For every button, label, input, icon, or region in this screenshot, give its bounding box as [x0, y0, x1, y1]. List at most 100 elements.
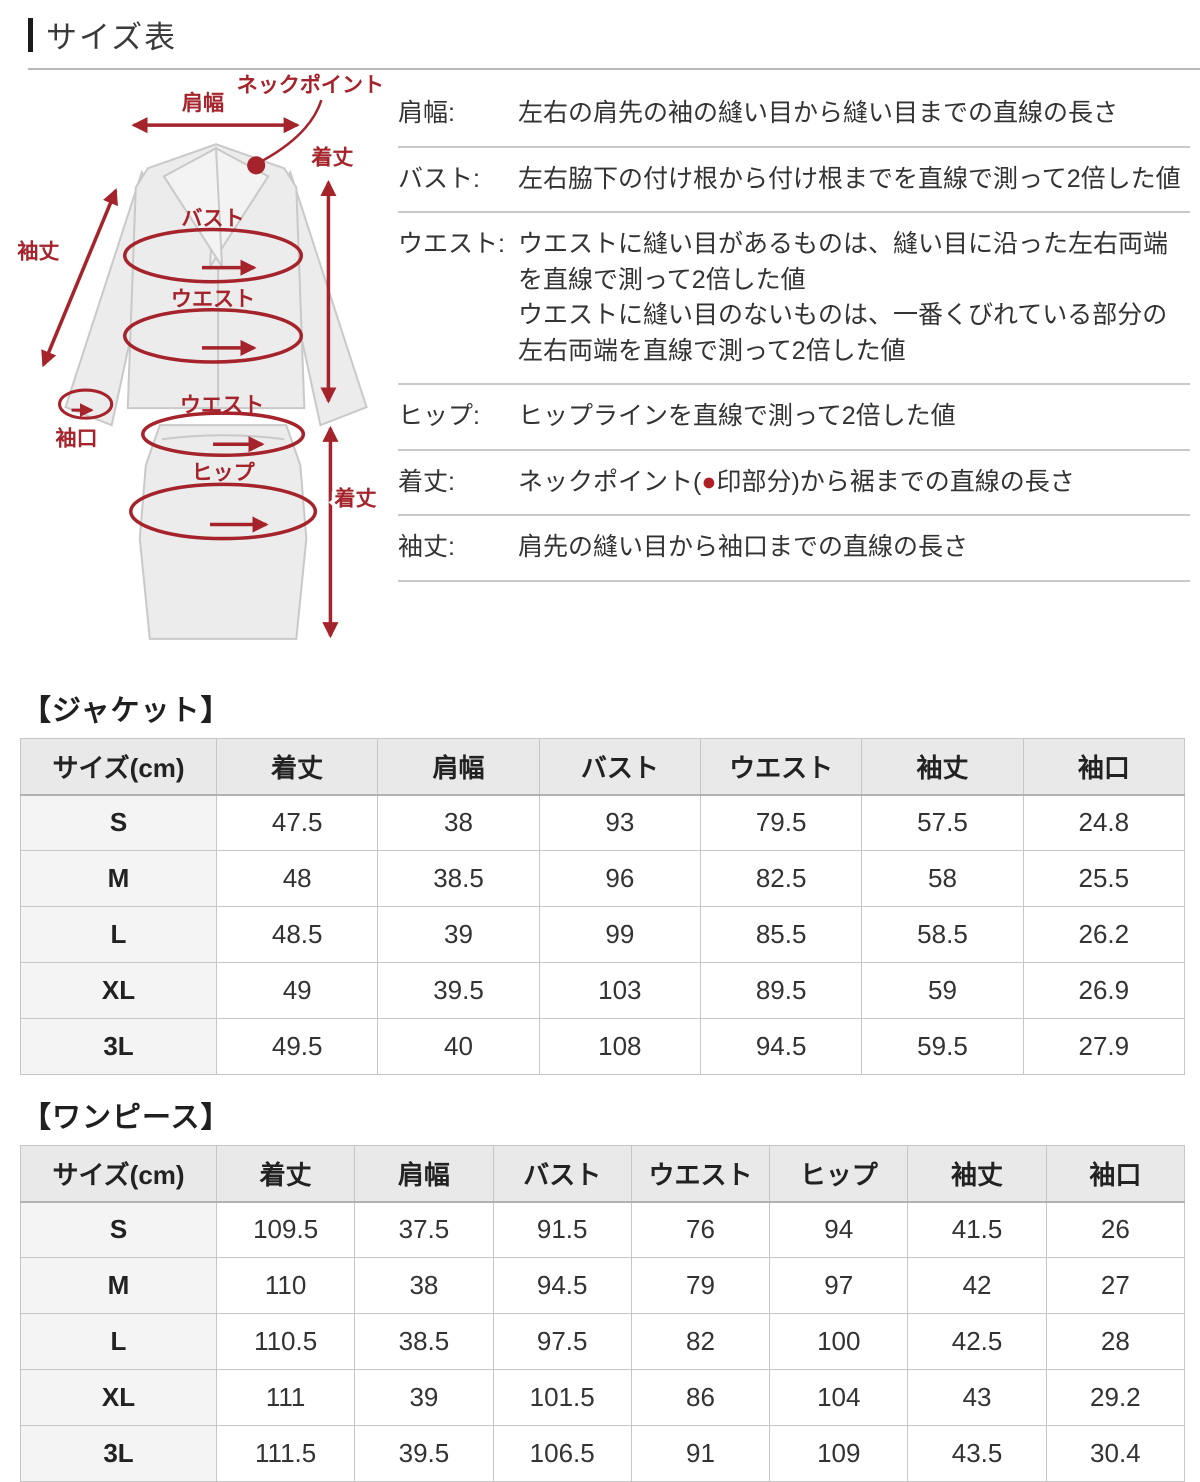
table-cell: 38 [377, 794, 540, 851]
table-cell: 39 [377, 906, 540, 963]
cuff-measure-ellipse [58, 388, 114, 420]
table-cell: 99 [538, 906, 701, 963]
table-cell: 48.5 [215, 906, 379, 963]
column-header: 着丈 [215, 738, 379, 796]
table-cell: 37.5 [354, 1201, 494, 1258]
column-header: ウエスト [699, 738, 863, 796]
table-cell: 42.5 [907, 1313, 1047, 1370]
table-cell: 104 [769, 1369, 909, 1426]
table-row: XL 49 39.5 103 89.5 59 26.9 [20, 962, 1186, 1019]
skirt-waist-measure-ellipse [141, 411, 306, 458]
table-cell: 103 [538, 962, 701, 1019]
table-cell: 108 [538, 1018, 701, 1075]
skirt-length-label: 着丈 [333, 485, 376, 510]
size-label: 3L [20, 1425, 217, 1482]
definition-desc-line: 左右両端を直線で測って2倍した値 [518, 336, 906, 365]
table-cell: 89.5 [699, 962, 863, 1019]
table-cell: 43.5 [907, 1425, 1047, 1482]
definition-desc: ウエストに縫い目があるものは、縫い目に沿った左右両端 を直線で測って2倍した値 … [518, 227, 1190, 369]
table-cell: 109 [769, 1425, 909, 1482]
table-cell: 29.2 [1045, 1369, 1186, 1426]
table-row: L 48.5 39 99 85.5 58.5 26.2 [20, 906, 1186, 963]
table-cell: 110 [215, 1257, 356, 1314]
definition-desc: 肩先の縫い目から袖口までの直線の長さ [518, 533, 969, 561]
definition-waist: ウエスト: ウエストに縫い目があるものは、縫い目に沿った左右両端 を直線で測って… [398, 213, 1190, 385]
onepiece-size-table: サイズ(cm) 着丈 肩幅 バスト ウエスト ヒップ 袖丈 袖口 S 109.5… [20, 1145, 1186, 1482]
definition-desc-prefix: ネックポイント( [518, 467, 702, 496]
definition-desc-line: ウエストに縫い目のないものは、一番くびれている部分の [518, 301, 1168, 329]
cuff-annotation: 袖口 [56, 388, 114, 450]
table-cell: 38.5 [354, 1313, 494, 1370]
size-label: M [20, 1257, 217, 1314]
table-cell: 26.9 [1022, 962, 1186, 1019]
definition-desc: ヒップラインを直線で測って2倍した値 [518, 402, 956, 430]
table-cell: 43 [907, 1369, 1047, 1426]
measurement-definitions: 肩幅: 左右の肩先の袖の縫い目から縫い目までの直線の長さ バスト: 左右脇下の付… [398, 82, 1190, 674]
size-label: XL [20, 1369, 217, 1426]
skirt-length-annotation: 着丈 [322, 425, 380, 639]
table-cell: 27.9 [1022, 1018, 1186, 1075]
shoulder-width-label: 肩幅 [182, 90, 224, 115]
table-cell: 26 [1045, 1201, 1186, 1258]
table-cell: 100 [769, 1313, 909, 1370]
table-cell: 93 [538, 794, 701, 851]
definition-term: ヒップ: [398, 402, 480, 430]
neck-point-annotation: ネックポイント [237, 72, 384, 175]
definition-term: バスト: [398, 164, 480, 193]
table-row: L 110.5 38.5 97.5 82 100 42.5 28 [20, 1313, 1186, 1370]
sleeve-length-annotation: 袖丈 [17, 188, 118, 368]
jacket-length-label: 着丈 [310, 144, 353, 169]
size-label: L [20, 906, 217, 963]
column-header: ウエスト [630, 1145, 771, 1203]
jacket-size-table: サイズ(cm) 着丈 肩幅 バスト ウエスト 袖丈 袖口 S 47.5 38 9… [20, 738, 1186, 1075]
table-cell: 91 [630, 1425, 771, 1482]
table-cell: 111.5 [215, 1425, 356, 1482]
onepiece-table-wrap: サイズ(cm) 着丈 肩幅 バスト ウエスト ヒップ 袖丈 袖口 S 109.5… [0, 1145, 1200, 1482]
column-header: 肩幅 [377, 738, 540, 796]
column-header: バスト [538, 738, 701, 796]
page-title: サイズ表 [46, 20, 178, 55]
table-cell: 39.5 [377, 962, 540, 1019]
size-label: S [20, 1201, 217, 1258]
table-cell: 86 [630, 1369, 771, 1426]
definition-desc: 左右の肩先の袖の縫い目から縫い目までの直線の長さ [518, 99, 1119, 127]
table-row: S 109.5 37.5 91.5 76 94 41.5 26 [20, 1201, 1186, 1258]
table-cell: 109.5 [215, 1201, 356, 1258]
page-header: サイズ表 [0, 0, 1200, 57]
neck-point-leader-line [262, 99, 323, 162]
definition-sleeve-length: 袖丈: 肩先の縫い目から袖口までの直線の長さ [398, 516, 1190, 582]
column-header: 袖口 [1045, 1145, 1186, 1203]
definition-desc-suffix: 印部分)から裾までの直線の長さ [716, 467, 1075, 496]
table-cell: 94.5 [492, 1257, 632, 1314]
table-cell: 94.5 [699, 1018, 863, 1075]
size-label: XL [20, 962, 217, 1019]
column-header: ヒップ [769, 1145, 909, 1203]
jacket-section-title: 【ジャケット】 [22, 695, 231, 727]
table-cell: 27 [1045, 1257, 1186, 1314]
table-cell: 49.5 [215, 1018, 379, 1075]
neck-point-dot-icon [247, 156, 266, 175]
sleeve-length-arrow [41, 188, 118, 368]
bust-measure-ellipse [122, 227, 304, 284]
table-cell: 111 [215, 1369, 356, 1426]
table-header-row: サイズ(cm) 着丈 肩幅 バスト ウエスト 袖丈 袖口 [20, 738, 1186, 796]
definition-desc-line: を直線で測って2倍した値 [518, 265, 806, 294]
jacket-illustration [64, 143, 368, 427]
table-cell: 97 [769, 1257, 909, 1314]
definition-term: 袖丈: [398, 533, 455, 561]
table-cell: 97.5 [492, 1313, 632, 1370]
neck-point-label: ネックポイント [237, 72, 384, 97]
table-cell: 110.5 [215, 1313, 356, 1370]
jacket-waist-measure-ellipse [122, 308, 304, 364]
table-cell: 58 [861, 850, 1024, 907]
jacket-waist-label: ウエスト [171, 288, 255, 311]
column-header: 袖丈 [907, 1145, 1047, 1203]
table-cell: 30.4 [1045, 1425, 1186, 1482]
hip-measure-ellipse [129, 482, 318, 541]
definition-desc-line: ウエストに縫い目があるものは、縫い目に沿った左右両端 [518, 230, 1169, 258]
column-header: バスト [492, 1145, 632, 1203]
table-cell: 39.5 [354, 1425, 494, 1482]
table-row: S 47.5 38 93 79.5 57.5 24.8 [20, 794, 1186, 851]
table-cell: 48 [215, 850, 379, 907]
onepiece-section-title: 【ワンピース】 [22, 1102, 231, 1134]
